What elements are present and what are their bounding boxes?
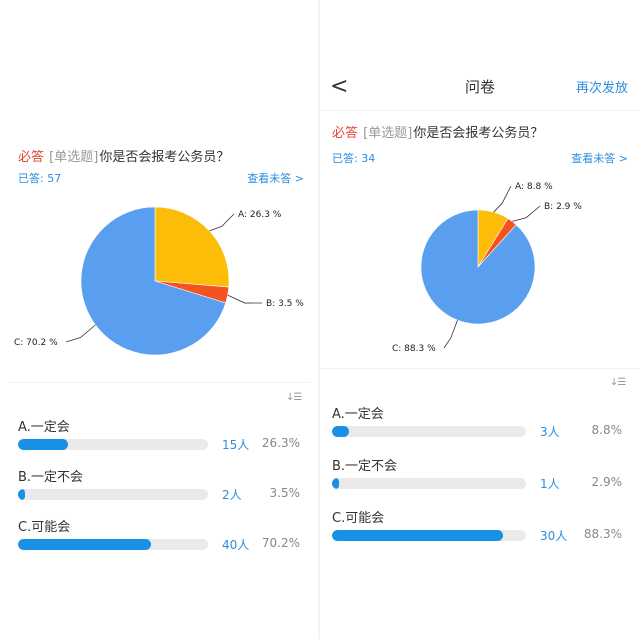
pie-leader-line	[493, 185, 512, 213]
pie-label-c: C: 88.3 %	[392, 344, 436, 354]
pie-label-a: A: 26.3 %	[238, 210, 282, 220]
question-type: [单选题]	[363, 126, 413, 141]
question-text: 你是否会报考公务员？	[413, 126, 544, 141]
question-text: 你是否会报考公务员？	[99, 150, 230, 165]
pie-chart: A: 26.3 % B: 3.5 % C: 70.2 %	[14, 206, 304, 356]
option-percent: 3.5%	[269, 486, 301, 500]
required-tag: 必答	[18, 150, 45, 165]
pie-label-b: B: 3.5 %	[266, 299, 304, 309]
nav-bar: < 问卷 再次发放	[320, 72, 640, 104]
sort-icon[interactable]: ↓☰	[610, 377, 626, 388]
pie-label-b: B: 2.9 %	[544, 202, 582, 212]
pie-leader-line	[209, 213, 235, 232]
option-label: C.可能会	[332, 511, 385, 526]
nav-title: 问卷	[464, 78, 495, 96]
question-line: 必答 [单选题]你是否会报考公务员？	[18, 146, 229, 165]
answered-line: 已答: 57 查看未答 >	[18, 170, 304, 186]
option-count[interactable]: 1人	[540, 477, 560, 491]
option-row: C.可能会 40人 70.2%	[0, 516, 318, 560]
resend-button[interactable]: 再次发放	[575, 81, 628, 96]
question-type: [单选题]	[49, 150, 99, 165]
option-label: B.一定不会	[18, 470, 84, 485]
option-progress-fill	[332, 426, 350, 437]
answered-line: 已答: 34 查看未答 >	[332, 150, 628, 166]
pie-slice-c	[420, 209, 536, 325]
left-panel: 必答 [单选题]你是否会报考公务员？ 已答: 57 查看未答 > A: 26.3…	[0, 0, 318, 639]
answered-count: 已答: 57	[18, 172, 62, 185]
option-row: B.一定不会 2人 3.5%	[0, 466, 318, 510]
pie-leader-line	[65, 324, 96, 343]
view-unanswered-link[interactable]: 查看未答 >	[247, 172, 304, 185]
option-row: C.可能会 30人 88.3%	[320, 507, 640, 551]
option-progress-track	[18, 539, 208, 550]
option-percent: 26.3%	[261, 436, 300, 450]
option-percent: 2.9%	[591, 475, 623, 489]
pie-slice-a	[154, 206, 230, 288]
sort-icon[interactable]: ↓☰	[286, 392, 302, 403]
option-label: A.一定会	[18, 420, 70, 435]
option-label: B.一定不会	[332, 459, 398, 474]
option-progress-track	[332, 426, 526, 437]
separator	[320, 368, 640, 369]
pie-leader-line	[512, 205, 541, 222]
option-progress-fill	[332, 530, 504, 541]
separator	[8, 382, 310, 383]
option-progress-fill	[332, 478, 339, 489]
option-percent: 8.8%	[591, 423, 623, 437]
option-label: C.可能会	[18, 520, 71, 535]
option-progress-fill	[18, 539, 152, 550]
view-unanswered-link[interactable]: 查看未答 >	[571, 152, 628, 165]
pie-chart: A: 8.8 % B: 2.9 % C: 88.3 %	[392, 182, 582, 354]
nav-separator	[320, 110, 640, 111]
option-count[interactable]: 2人	[222, 488, 242, 502]
pie-leader-line	[227, 294, 263, 304]
option-count[interactable]: 3人	[540, 425, 560, 439]
option-count[interactable]: 40人	[222, 538, 250, 552]
required-tag: 必答	[332, 126, 359, 141]
option-percent: 70.2%	[261, 536, 300, 550]
option-row: A.一定会 15人 26.3%	[0, 416, 318, 460]
option-row: A.一定会 3人 8.8%	[320, 403, 640, 447]
option-percent: 88.3%	[583, 527, 622, 541]
option-progress-fill	[18, 439, 68, 450]
option-progress-track	[332, 478, 526, 489]
option-progress-track	[332, 530, 526, 541]
pie-label-c: C: 70.2 %	[14, 338, 58, 348]
pie-label-a: A: 8.8 %	[515, 182, 553, 192]
option-progress-fill	[18, 489, 25, 500]
option-count[interactable]: 30人	[540, 529, 568, 543]
panel-divider	[318, 0, 320, 639]
chevron-left-icon[interactable]: <	[330, 74, 349, 99]
pie-leader-line	[443, 320, 458, 349]
question-line: 必答 [单选题]你是否会报考公务员？	[332, 122, 543, 141]
option-progress-track	[18, 489, 208, 500]
option-count[interactable]: 15人	[222, 438, 250, 452]
option-progress-track	[18, 439, 208, 450]
right-panel: < 问卷 再次发放 必答 [单选题]你是否会报考公务员？ 已答: 34 查看未答…	[320, 0, 640, 639]
option-label: A.一定会	[332, 407, 384, 422]
answered-count: 已答: 34	[332, 152, 376, 165]
option-row: B.一定不会 1人 2.9%	[320, 455, 640, 499]
